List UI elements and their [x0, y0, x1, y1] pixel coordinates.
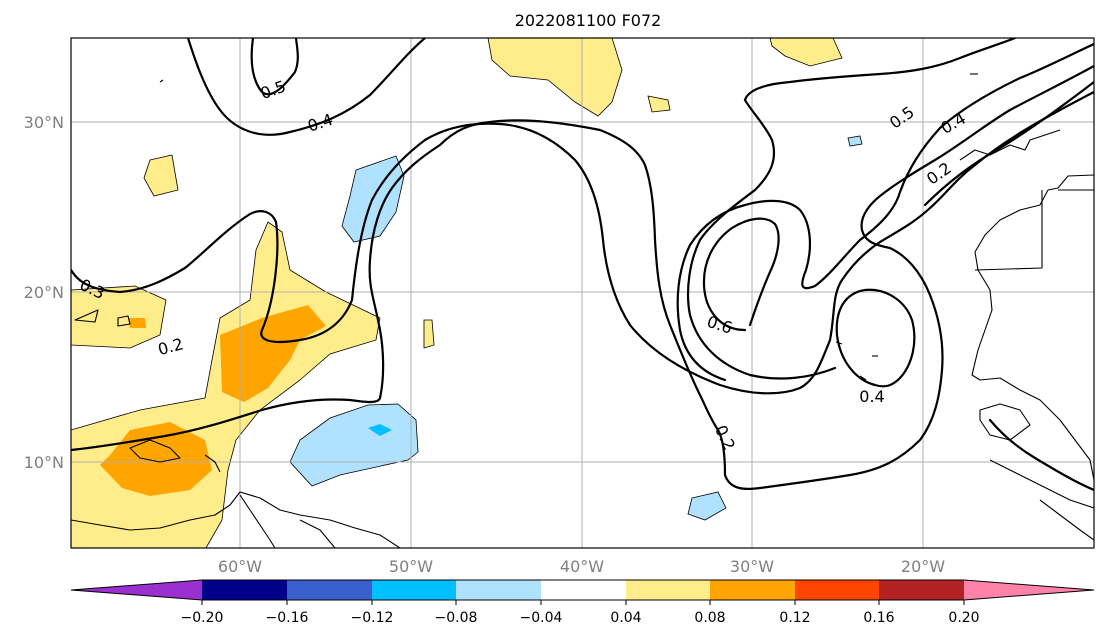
- shade-yellow-small2: [423, 319, 435, 349]
- colorbar-extend-high: [964, 580, 1094, 600]
- colorbar-ticks: [201, 600, 965, 605]
- colorbar-tick-label-6: 0.04: [610, 610, 641, 626]
- colorbar-bin-1: [202, 580, 287, 600]
- shade-yellow-smallleft: [143, 154, 179, 197]
- contour-05-topleft: [250, 38, 299, 96]
- lon-tick-40w: 40°W: [560, 557, 604, 576]
- contour-04-topleft: [186, 38, 427, 136]
- contour-02-left: [71, 64, 1094, 491]
- lon-tick-20w: 20°W: [901, 557, 945, 576]
- lon-tick-60w: 60°W: [218, 557, 262, 576]
- shade-yellow-topright: [769, 38, 843, 67]
- colorbar-tick-label-5: −0.04: [520, 610, 563, 626]
- map-frame: [70, 37, 1095, 549]
- map-panel: 0.5 0.4 0.3 0.2 0.6 0.2 0.4 0.5 0.4 0.2 …: [24, 37, 1095, 576]
- contour-02-right: [923, 80, 1094, 207]
- contour-04-rightrig: [743, 38, 1017, 102]
- shade-yellow-top: [487, 38, 623, 117]
- colorbar-bin-6: [626, 580, 710, 600]
- contour-label-7: 0.4: [859, 387, 884, 406]
- colorbar-extend-low: [71, 580, 202, 600]
- colorbar-tick-label-9: 0.16: [863, 610, 894, 626]
- contour-05-right: [676, 42, 1094, 382]
- shade-blue-central: [368, 424, 392, 436]
- coastlines: [71, 73, 1094, 548]
- map-title: 2022081100 F072: [515, 11, 662, 30]
- lat-tick-labels: 30°N 20°N 10°N: [24, 113, 64, 472]
- contour-03-left: [71, 90, 1094, 395]
- colorbar-tick-label-4: −0.08: [435, 610, 478, 626]
- colorbar-tick-label-1: −0.20: [181, 610, 224, 626]
- colorbar-bin-7: [710, 580, 795, 600]
- contour-04-ring: [835, 288, 916, 388]
- colorbar-bin-5: [541, 580, 626, 600]
- shade-yellow-small1: [647, 95, 671, 113]
- lat-tick-10n: 10°N: [24, 453, 64, 472]
- lat-tick-30n: 30°N: [24, 113, 64, 132]
- shade-yellow-leftedge: [71, 285, 167, 349]
- shade-lightblue-central: [289, 403, 419, 487]
- colorbar-tick-labels: −0.20 −0.16 −0.12 −0.08 −0.04 0.04 0.08 …: [181, 610, 980, 626]
- colorbar-bin-2: [287, 580, 372, 600]
- colorbar-tick-label-3: −0.12: [351, 610, 394, 626]
- contour-04-ridge: [686, 98, 837, 380]
- colorbar: −0.20 −0.16 −0.12 −0.08 −0.04 0.04 0.08 …: [70, 579, 1095, 626]
- colorbar-tick-label-8: 0.12: [779, 610, 810, 626]
- lon-tick-50w: 50°W: [389, 557, 433, 576]
- colorbar-bin-9: [879, 580, 964, 600]
- shade-orange-lower: [100, 422, 212, 496]
- colorbar-tick-label-7: 0.08: [694, 610, 725, 626]
- contour-06-right: [702, 217, 780, 332]
- colorbar-tick-label-2: −0.16: [266, 610, 309, 626]
- colorbar-bin-4: [456, 580, 541, 600]
- colorbar-bin-3: [372, 580, 456, 600]
- shade-orange-upper: [220, 305, 326, 402]
- contour-lines: [71, 38, 1094, 492]
- lon-tick-30w: 30°W: [730, 557, 774, 576]
- colorbar-tick-label-10: 0.20: [948, 610, 979, 626]
- lon-tick-labels: 60°W 50°W 40°W 30°W 20°W: [218, 557, 945, 576]
- colorbar-bin-8: [795, 580, 879, 600]
- shade-lightblue-tiny: [847, 135, 863, 147]
- shade-orange-small: [128, 318, 146, 328]
- graticule: [71, 38, 1094, 548]
- lat-tick-20n: 20°N: [24, 283, 64, 302]
- shade-lightblue-south: [687, 491, 727, 521]
- contour-lower-right: [988, 418, 1094, 492]
